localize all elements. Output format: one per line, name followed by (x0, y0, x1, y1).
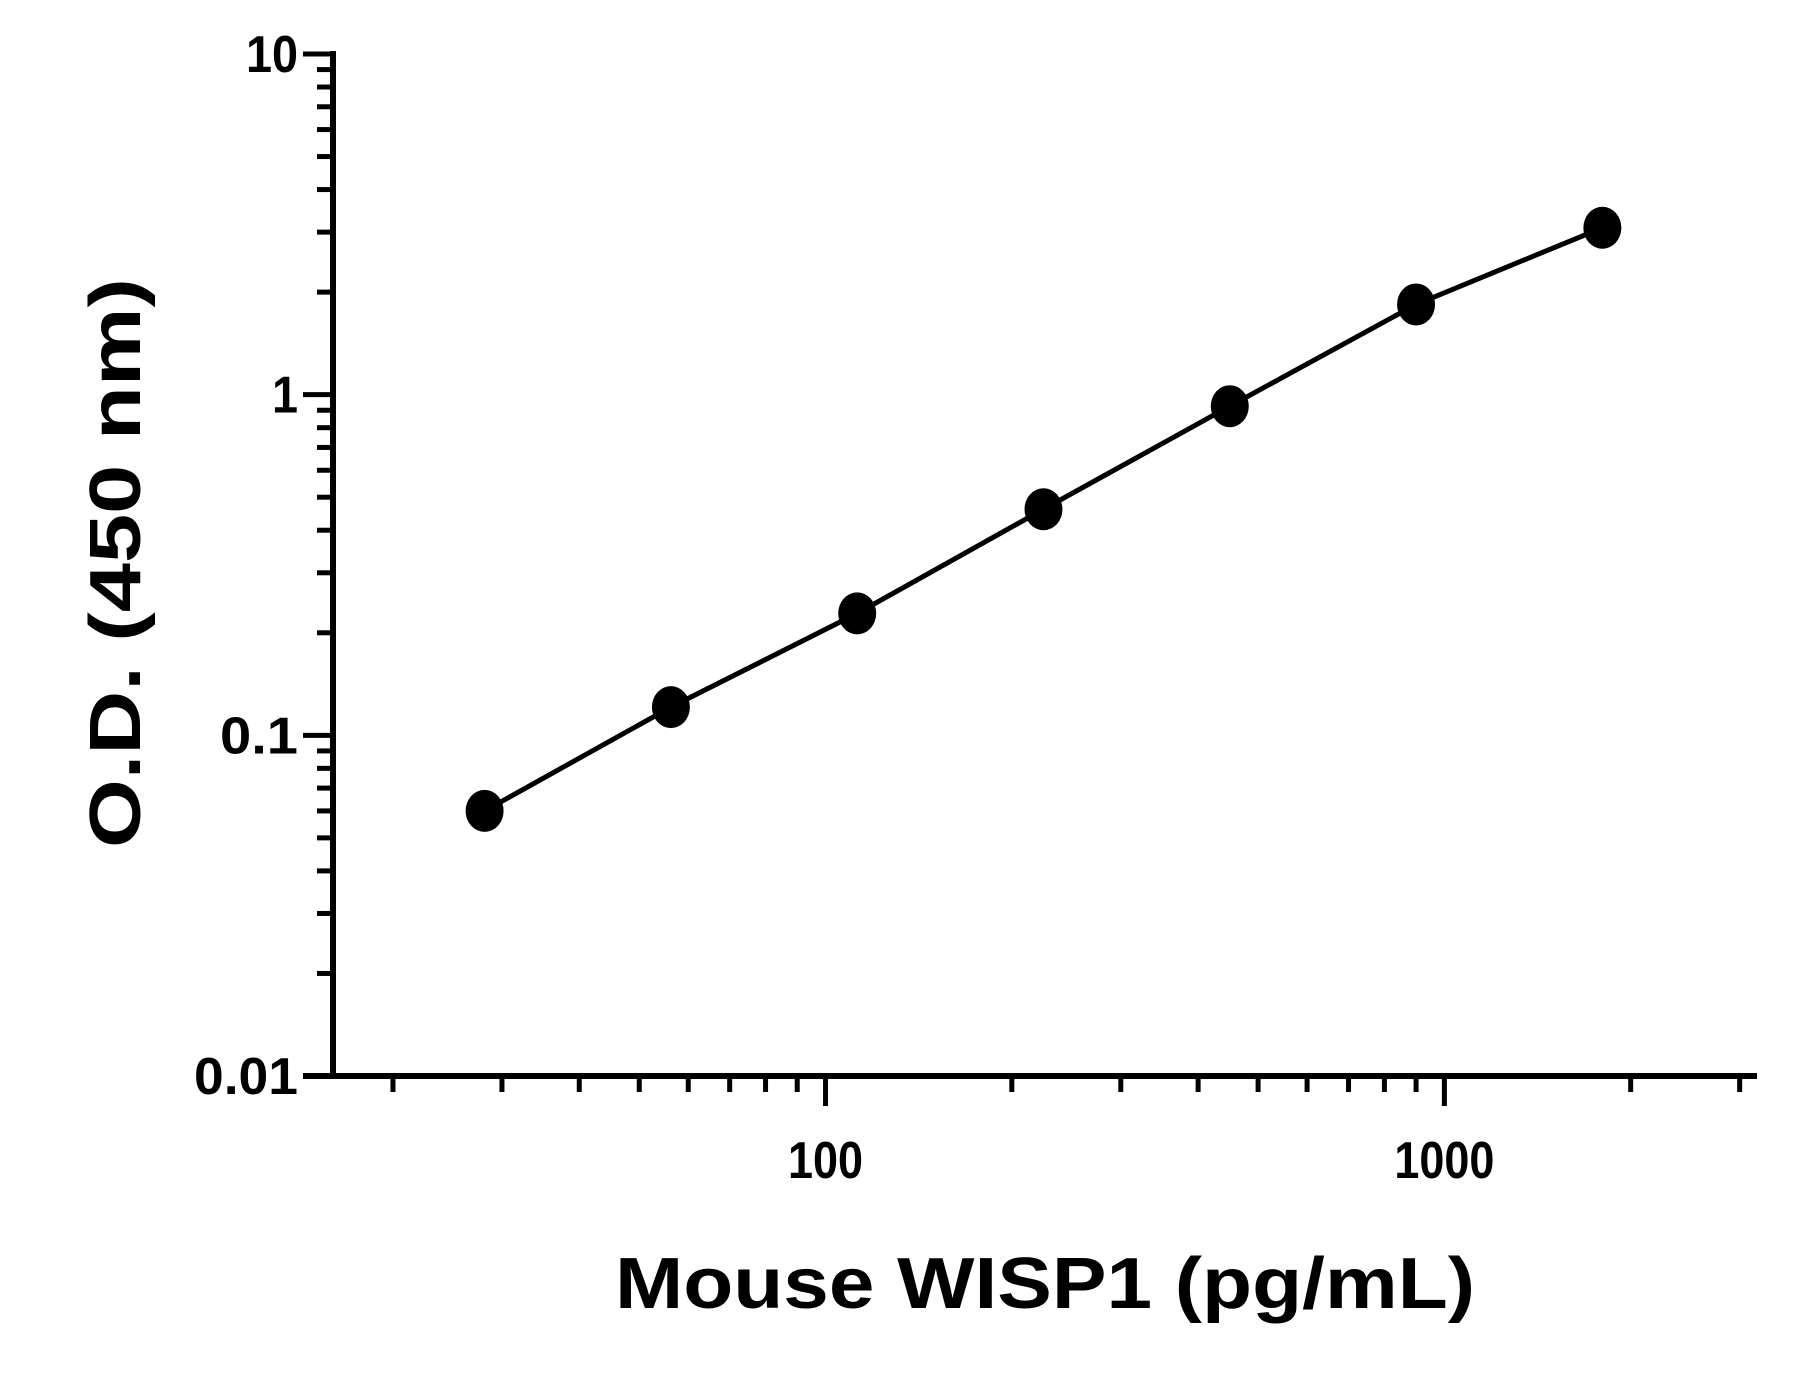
x-axis-title: Mouse WISP1 (pg/mL) (615, 1244, 1475, 1324)
y-tick-label: 0.1 (220, 707, 298, 765)
data-point (1024, 488, 1063, 531)
data-point (651, 686, 690, 729)
x-tick-label: 1000 (1394, 1132, 1494, 1190)
data-point (838, 592, 877, 635)
data-point (1397, 283, 1436, 326)
y-axis-title: O.D. (450 nm) (76, 278, 156, 848)
y-tick-label: 0.01 (194, 1048, 298, 1106)
data-point (1210, 385, 1249, 428)
data-point (1583, 206, 1622, 249)
y-tick-label: 10 (246, 26, 298, 84)
y-tick-label: 1 (272, 367, 298, 425)
axes: 0.01 0.1 1 10 100 1000 (194, 26, 1757, 1190)
x-tick-label: 100 (788, 1132, 863, 1190)
plot-area (465, 206, 1622, 832)
data-point (465, 789, 504, 832)
